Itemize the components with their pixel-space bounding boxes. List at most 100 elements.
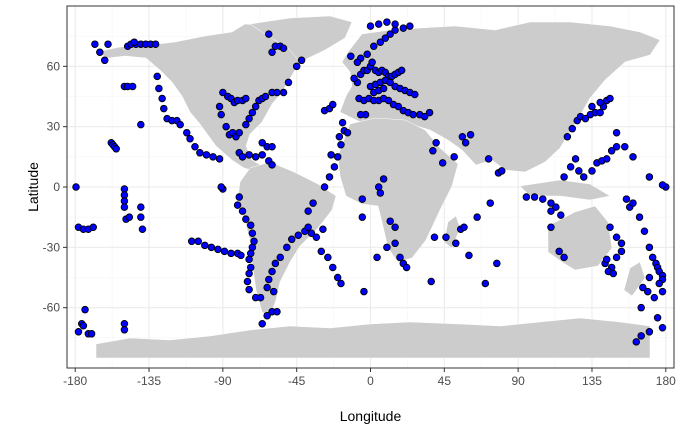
- data-point: [360, 287, 368, 296]
- data-point: [368, 58, 376, 67]
- data-point: [112, 145, 120, 153]
- data-point: [640, 227, 649, 235]
- data-point: [409, 110, 417, 119]
- data-point: [271, 259, 280, 268]
- data-point: [333, 273, 342, 282]
- x-tick-label: -180: [63, 374, 87, 388]
- data-point: [484, 155, 493, 163]
- data-point: [233, 201, 242, 209]
- data-point: [560, 253, 568, 262]
- data-point: [327, 151, 335, 159]
- data-point: [246, 249, 255, 258]
- data-point: [238, 207, 247, 215]
- data-point: [217, 183, 225, 191]
- data-point: [575, 167, 583, 175]
- data-point: [376, 38, 385, 46]
- data-point: [356, 110, 365, 119]
- data-point: [283, 243, 291, 252]
- data-point: [596, 108, 604, 117]
- data-point: [427, 277, 435, 286]
- data-point: [222, 122, 230, 131]
- data-point: [394, 102, 403, 111]
- data-point: [481, 279, 490, 288]
- data-point: [297, 56, 306, 65]
- data-point: [256, 293, 265, 302]
- data-point: [486, 199, 495, 207]
- europe-asia-landmass: [339, 21, 661, 173]
- data-point: [217, 110, 225, 119]
- data-point: [588, 102, 596, 111]
- data-point: [215, 155, 224, 163]
- data-point: [104, 40, 112, 48]
- data-point: [612, 253, 621, 262]
- data-point: [621, 143, 629, 151]
- data-point: [363, 50, 371, 59]
- data-point: [265, 30, 273, 38]
- data-point: [201, 241, 209, 250]
- x-axis-title: Longitude: [340, 408, 402, 424]
- data-point: [402, 263, 411, 272]
- data-point: [251, 102, 260, 111]
- y-tick-label: 30: [47, 120, 61, 134]
- data-point: [639, 283, 647, 292]
- x-tick-label: -45: [288, 374, 306, 388]
- x-tick-label: 45: [438, 374, 452, 388]
- data-point: [158, 94, 166, 103]
- data-point: [571, 155, 580, 163]
- data-point: [386, 30, 394, 38]
- data-point: [238, 153, 247, 161]
- data-point: [658, 287, 667, 296]
- x-tick-label: -90: [214, 374, 232, 388]
- data-point: [312, 233, 321, 242]
- data-point: [588, 167, 596, 175]
- data-point: [309, 199, 317, 207]
- data-point: [632, 338, 641, 346]
- data-point: [381, 34, 390, 42]
- data-point: [650, 293, 659, 302]
- data-point: [522, 193, 531, 201]
- y-tick-label: 0: [53, 180, 60, 194]
- data-point: [330, 163, 339, 171]
- data-point: [335, 132, 344, 141]
- data-point: [384, 96, 393, 105]
- data-point: [648, 253, 657, 262]
- y-tick-label: 60: [47, 59, 61, 73]
- data-point: [120, 203, 129, 211]
- data-point: [391, 20, 399, 28]
- data-point: [460, 223, 468, 231]
- data-point: [617, 239, 626, 248]
- data-point: [635, 213, 644, 221]
- greenland-landmass: [249, 15, 353, 63]
- data-point: [655, 279, 663, 288]
- data-point: [294, 231, 303, 240]
- data-point: [547, 199, 555, 207]
- data-point: [399, 24, 408, 32]
- data-point: [91, 40, 99, 48]
- data-point: [246, 263, 255, 272]
- data-point: [263, 311, 271, 320]
- data-point: [432, 139, 440, 147]
- data-point: [130, 38, 139, 46]
- data-point: [248, 229, 257, 238]
- data-point: [406, 22, 414, 30]
- data-point: [386, 217, 394, 225]
- x-tick-label: 180: [656, 374, 676, 388]
- data-point: [137, 213, 145, 221]
- x-tick-label: 90: [511, 374, 525, 388]
- data-point: [358, 195, 367, 203]
- data-point: [555, 247, 563, 256]
- data-point: [268, 143, 276, 151]
- data-point: [245, 255, 253, 264]
- data-point: [373, 253, 381, 262]
- data-point: [430, 233, 439, 242]
- data-point: [353, 58, 362, 67]
- data-point: [580, 173, 588, 181]
- y-tick-label: -60: [43, 301, 61, 315]
- data-point: [251, 153, 260, 161]
- data-points: [72, 18, 670, 346]
- data-point: [151, 40, 160, 48]
- x-axis: -180 -135 -90 -45 0 45 90 135 180: [63, 368, 676, 388]
- data-point: [317, 247, 326, 256]
- data-point: [552, 203, 560, 211]
